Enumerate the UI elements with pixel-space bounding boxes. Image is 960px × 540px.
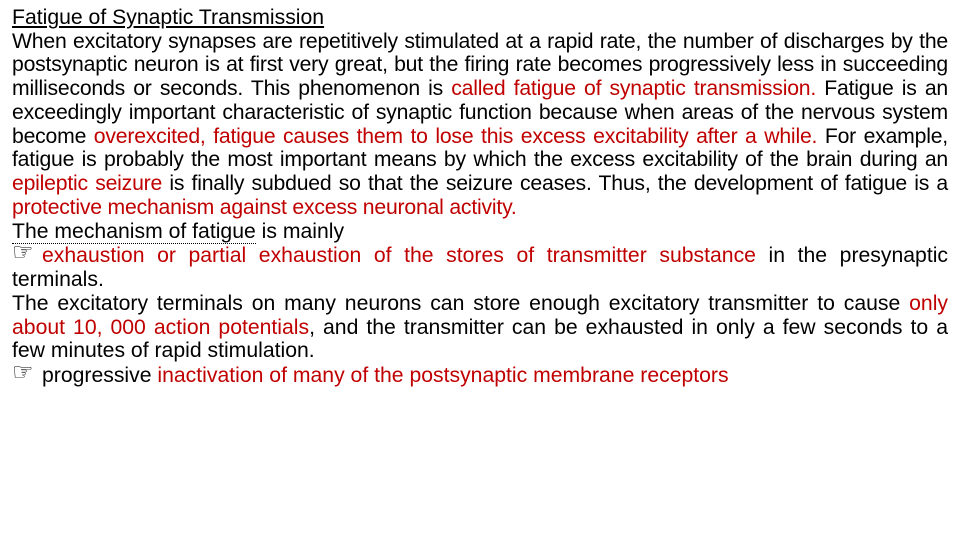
subheading-line: The mechanism of fatigue is mainly [12,220,948,244]
subheading-underlined: The mechanism of fatigue [12,220,256,244]
section-heading: Fatigue of Synaptic Transmission [12,6,948,30]
p1-text-4: is finally subdued so that the seizure c… [162,172,948,195]
subheading-tail: is mainly [256,220,344,243]
p1-emph-3: epileptic seizure [12,172,162,195]
pointer-icon: ☞ [12,361,42,385]
bullet-1: ☞exhaustion or partial exhaustion of the… [12,243,948,291]
p1-emph-2: overexcited, fatigue causes them to lose… [94,125,817,148]
b1-emph: exhaustion or partial exhaustion of the … [42,244,756,267]
paragraph-1: When excitatory synapses are repetitivel… [12,30,948,220]
bullet-2: ☞progressive inactivation of many of the… [12,363,948,388]
b2-text: progressive [42,364,157,387]
document-body: Fatigue of Synaptic Transmission When ex… [0,0,960,388]
b2-emph: inactivation of many of the postsynaptic… [157,364,728,387]
p1-emph-1: called fatigue of synaptic transmission. [451,77,816,100]
p2-text-1: The excitatory terminals on many neurons… [12,292,909,315]
paragraph-2: The excitatory terminals on many neurons… [12,292,948,363]
p1-emph-4: protective mechanism against excess neur… [12,196,517,219]
pointer-icon: ☞ [12,241,42,265]
